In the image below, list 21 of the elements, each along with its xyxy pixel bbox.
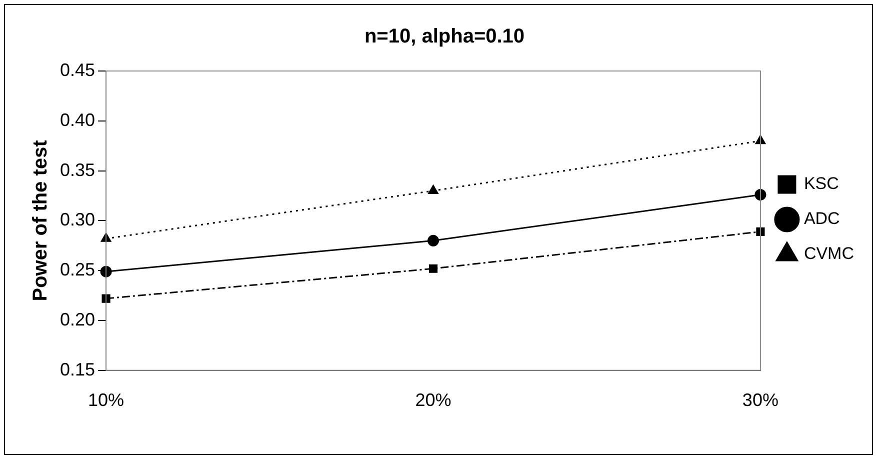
point <box>100 266 112 278</box>
legend-label: KSC <box>804 174 839 194</box>
y-tick-label: 0.35 <box>60 160 96 180</box>
legend-label: CVMC <box>804 244 854 264</box>
point <box>428 264 438 273</box>
x-tick-label: 20% <box>415 390 452 410</box>
y-tick-label: 0.30 <box>60 210 96 230</box>
y-tick-label: 0.25 <box>60 260 96 280</box>
y-tick-label: 0.45 <box>60 60 96 80</box>
point <box>102 294 110 303</box>
point <box>427 234 439 246</box>
chart-title: n=10, alpha=0.10 <box>364 26 525 48</box>
y-axis-title: Power of the test <box>30 140 52 302</box>
legend-label: ADC <box>804 209 840 228</box>
y-tick-label: 0.20 <box>60 309 96 330</box>
point <box>754 189 766 200</box>
point <box>428 185 438 194</box>
x-tick-label: 30% <box>742 390 778 410</box>
y-tick-label: 0.40 <box>60 110 96 130</box>
y-tick-label: 0.15 <box>60 359 96 380</box>
x-tick-label: 10% <box>88 390 124 410</box>
